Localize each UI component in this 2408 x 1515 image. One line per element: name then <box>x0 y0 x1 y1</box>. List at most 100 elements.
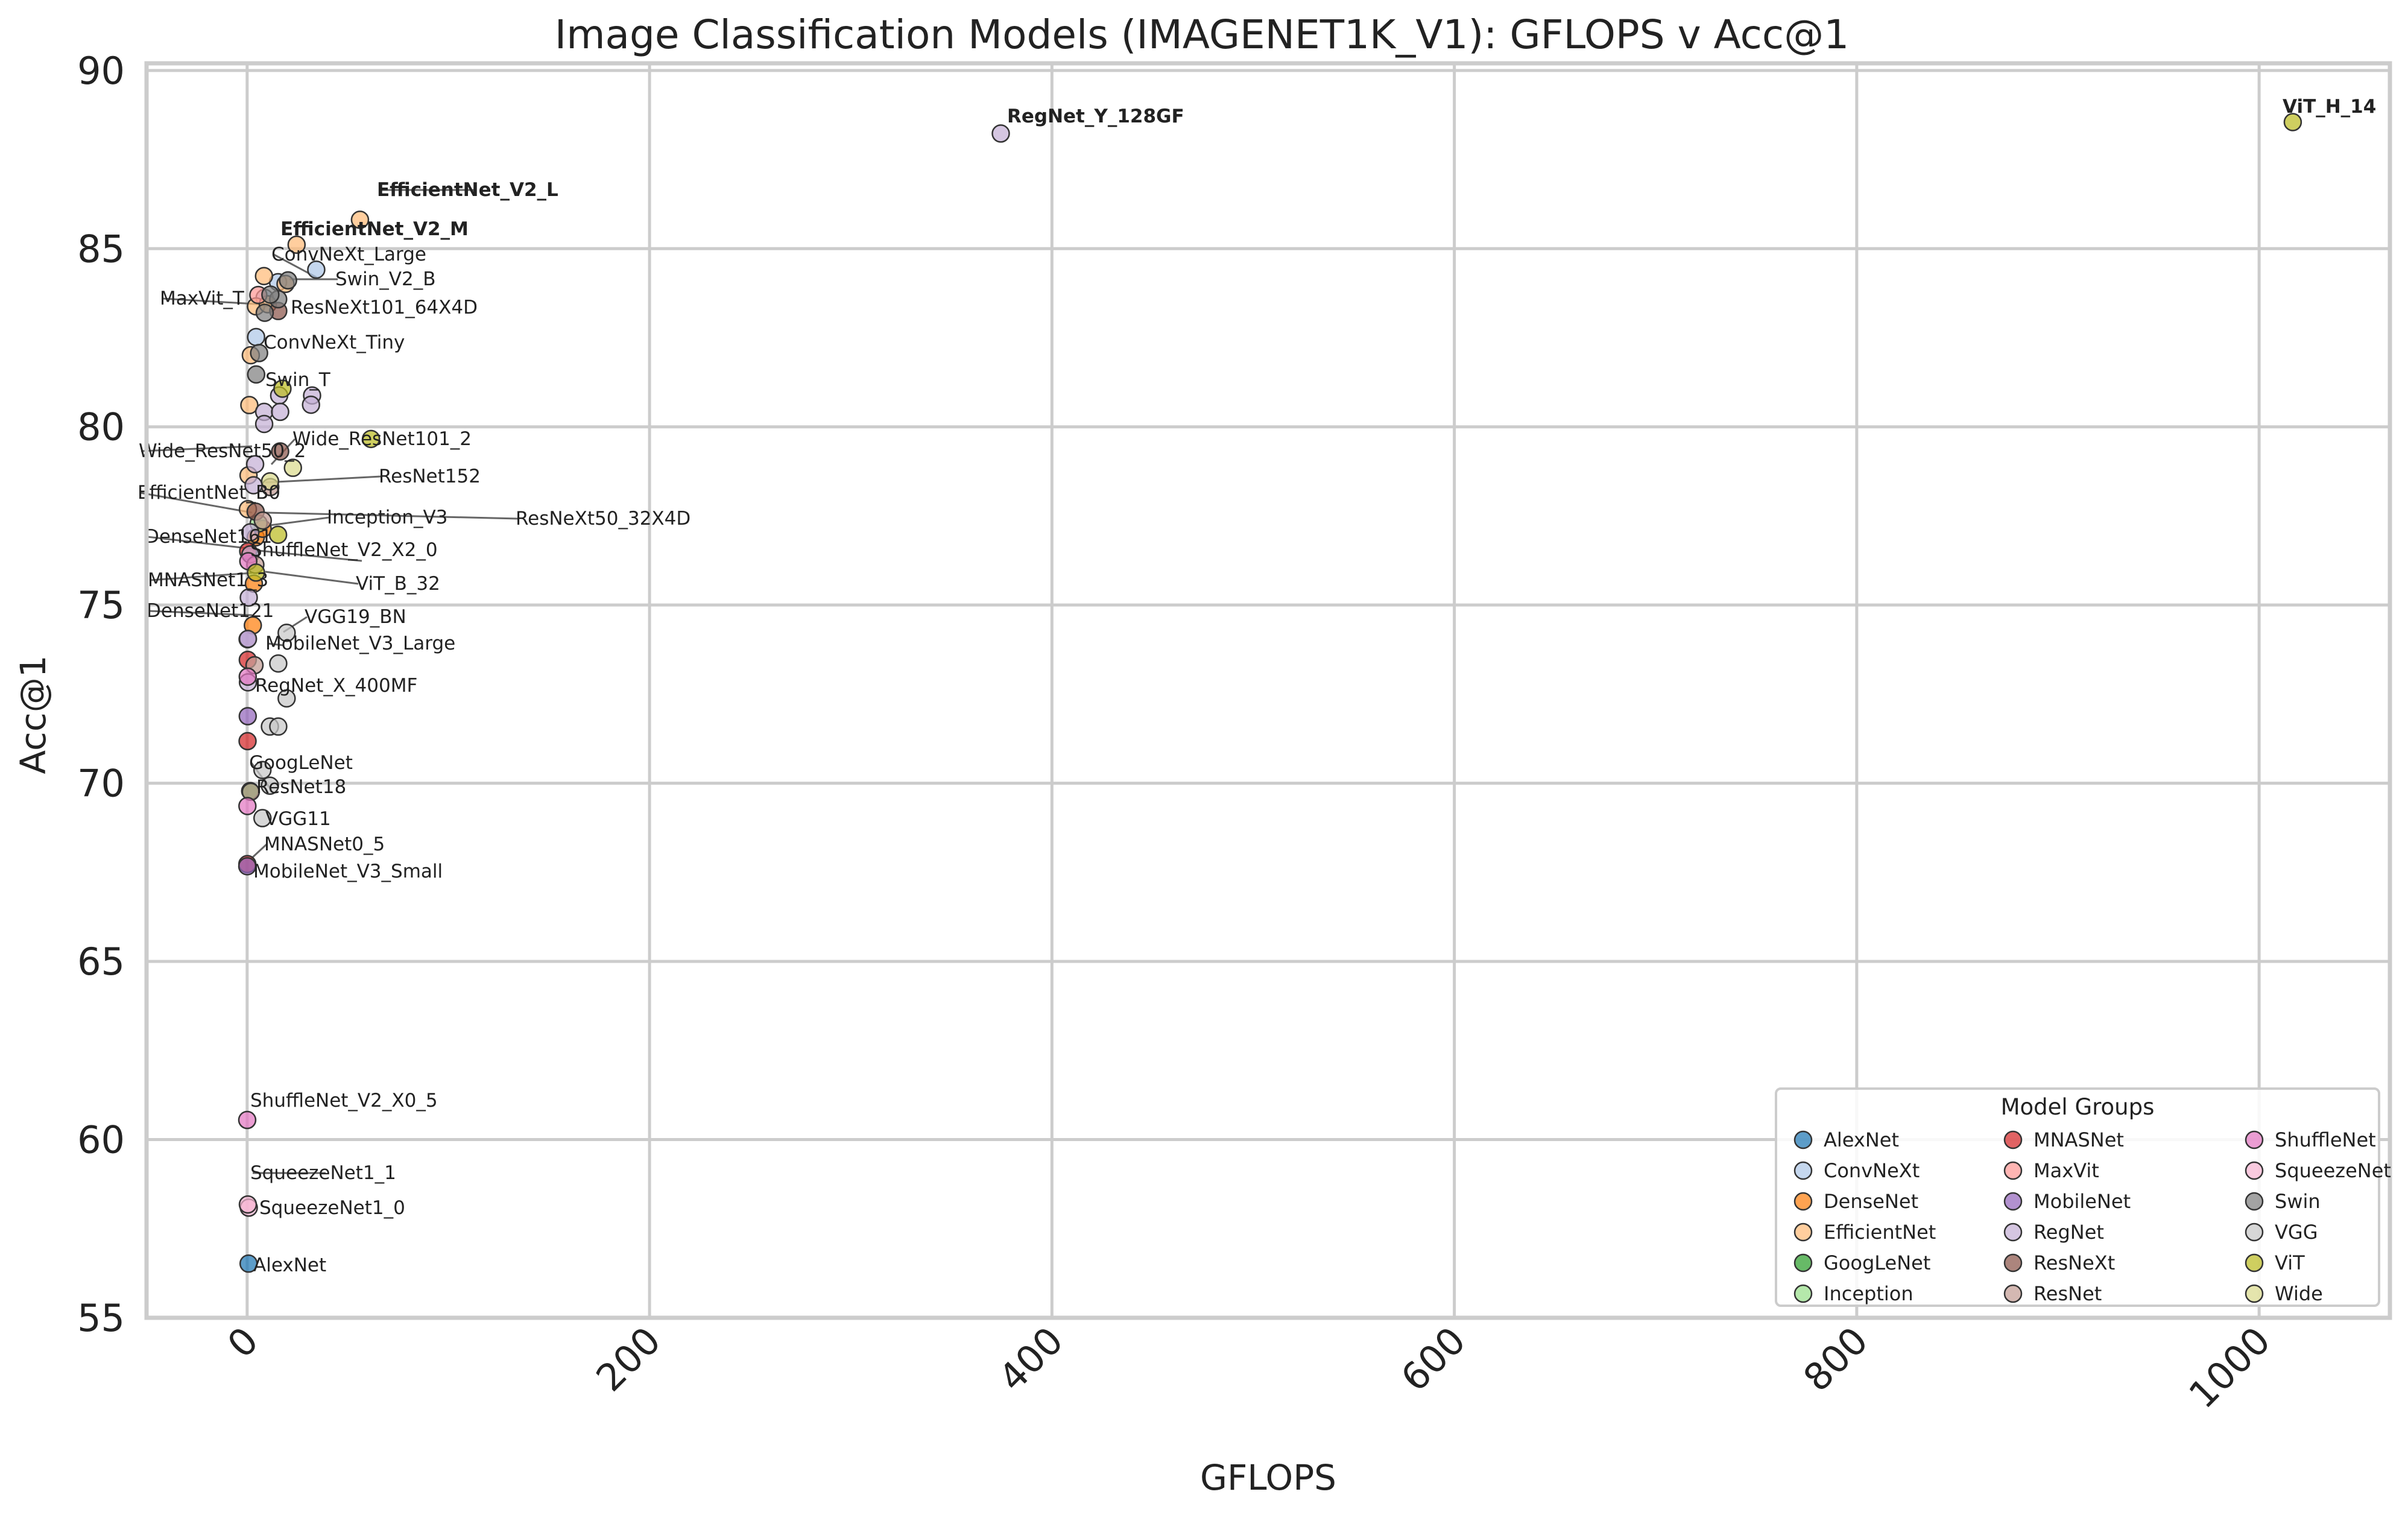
legend-entry-label: ViT <box>2275 1251 2305 1274</box>
point-annotation-label: ShuffleNet_V2_X2_0 <box>250 539 438 561</box>
legend-entry-label: ResNet <box>2034 1282 2102 1305</box>
legend-marker-shufflenet <box>2245 1130 2264 1150</box>
point-wide <box>261 472 280 491</box>
annotation-leader-line <box>147 536 253 550</box>
point-regnet <box>238 630 258 648</box>
legend-marker-squeezenet <box>2245 1161 2264 1180</box>
point-annotation-label: ViT_B_32 <box>356 573 440 595</box>
point-alexnet <box>239 1254 258 1273</box>
legend-marker-efficientnet <box>1793 1222 1813 1242</box>
legend-marker-maxvit <box>2003 1161 2023 1180</box>
point-resnext <box>271 442 289 461</box>
point-efficientnet <box>240 396 259 414</box>
legend-entry-label: GoogLeNet <box>1824 1251 1930 1274</box>
legend-marker-alexnet <box>1793 1130 1813 1150</box>
point-regnet <box>239 588 258 607</box>
legend-entry-label: Swin <box>2275 1190 2321 1213</box>
legend-marker-mnasnet <box>2003 1130 2023 1150</box>
point-annotation-label: MNASNet0_5 <box>264 833 385 855</box>
legend-entry-label: Inception <box>1824 1282 1913 1305</box>
legend-entry-label: SqueezeNet <box>2275 1159 2391 1182</box>
legend-entry-label: ConvNeXt <box>1824 1159 1920 1182</box>
point-annotation-label: MobileNet_V3_Small <box>253 861 443 882</box>
point-annotation-label: SqueezeNet1_1 <box>250 1162 396 1184</box>
point-annotation-label: ResNet18 <box>256 776 346 798</box>
point-resnet <box>253 511 273 530</box>
point-vgg <box>277 689 296 708</box>
point-vit <box>273 379 292 398</box>
legend-marker-vit <box>2245 1253 2264 1273</box>
legend-entry-label: Wide <box>2275 1282 2323 1305</box>
point-regnet <box>271 402 289 422</box>
point-annotation-label: ResNeXt50_32X4D <box>516 508 690 530</box>
annotation-leader-line <box>265 511 519 520</box>
point-annotation-label: EfficientNet_V2_L <box>377 179 558 201</box>
legend-entry-label: AlexNet <box>1824 1128 1899 1151</box>
legend-entry-label: ResNeXt <box>2034 1251 2115 1274</box>
annotation-leader-lines <box>139 189 519 1174</box>
point-annotation-label: Inception_V3 <box>327 507 447 528</box>
point-swin <box>247 365 266 384</box>
point-annotation-label: ViT_H_14 <box>2283 96 2376 118</box>
point-annotation-label: RegNet_Y_128GF <box>1007 106 1184 127</box>
legend-marker-resnext <box>2003 1253 2023 1273</box>
legend-marker-swin <box>2245 1192 2264 1211</box>
point-vit <box>247 563 265 582</box>
point-annotation-label: MobileNet_V3_Large <box>265 633 455 654</box>
point-regnet <box>302 395 320 414</box>
point-annotation-label: EfficientNet_B0 <box>137 482 280 504</box>
point-annotations: RegNet_Y_128GF ViT_H_14 EfficientNet_V2_L E… <box>137 96 2376 1276</box>
annotation-leader-line <box>252 549 362 562</box>
point-annotation-label: ConvNeXt_Tiny <box>264 332 405 353</box>
legend-marker-wide <box>2245 1284 2264 1303</box>
legend-marker-inception <box>1793 1284 1813 1303</box>
legend-entry-label: ShuffleNet <box>2275 1128 2376 1151</box>
legend-marker-regnet <box>2003 1222 2023 1242</box>
point-vit <box>268 525 288 545</box>
point-annotation-label: MNASNet1_3 <box>148 569 268 591</box>
y-axis-label: Acc@1 <box>13 655 54 774</box>
point-annotation-label: Wide_ResNet50_2 <box>139 440 306 462</box>
point-annotation-label: SqueezeNet1_0 <box>259 1197 405 1219</box>
point-vit <box>2283 113 2302 131</box>
point-shufflenet <box>238 797 257 815</box>
point-efficientnet <box>287 235 306 255</box>
legend-box <box>1775 1087 2380 1307</box>
y-tick-label: 75 <box>77 583 125 627</box>
point-regnet <box>245 455 265 474</box>
point-annotation-label: MaxVit_T <box>160 288 245 309</box>
legend-marker-mobilenet <box>2003 1192 2023 1211</box>
point-annotation-label: EfficientNet_V2_M <box>280 218 469 240</box>
point-regnet <box>241 523 260 542</box>
point-vit <box>361 429 381 449</box>
legend: Model Groups AlexNet ConvNeXt DenseNet Effi… <box>1775 1087 2391 1307</box>
point-annotation-label: Swin_T <box>265 369 331 391</box>
point-vgg <box>277 624 296 642</box>
point-regnet <box>991 124 1010 143</box>
legend-entry-label: MaxVit <box>2034 1159 2099 1182</box>
point-efficientnet <box>350 210 370 229</box>
point-swin <box>261 285 280 304</box>
point-shufflenet <box>238 667 258 686</box>
point-annotation-label: ResNet152 <box>379 466 481 487</box>
grid <box>147 63 2390 1320</box>
annotation-leader-line <box>139 492 253 514</box>
point-squeezenet <box>238 1195 258 1214</box>
point-annotation-label: RegNet_X_400MF <box>255 675 417 697</box>
point-vgg <box>253 761 272 780</box>
legend-entry-label: EfficientNet <box>1824 1221 1936 1244</box>
legend-marker-resnet <box>2003 1284 2023 1303</box>
legend-entry-label: RegNet <box>2034 1221 2104 1244</box>
point-annotation-label: GoogLeNet <box>249 752 353 774</box>
y-tick-label: 85 <box>77 227 125 271</box>
point-regnet <box>254 414 274 434</box>
point-convnext <box>247 327 265 347</box>
point-annotation-label: ShuffleNet_V2_X0_5 <box>250 1090 438 1112</box>
point-annotation-label: VGG19_BN <box>305 606 406 628</box>
annotation-leader-line <box>148 610 253 616</box>
y-tick-label: 70 <box>77 762 125 806</box>
legend-marker-convnext <box>1793 1161 1813 1180</box>
legend-entry-label: MobileNet <box>2034 1190 2131 1213</box>
point-efficientnet <box>254 267 273 286</box>
